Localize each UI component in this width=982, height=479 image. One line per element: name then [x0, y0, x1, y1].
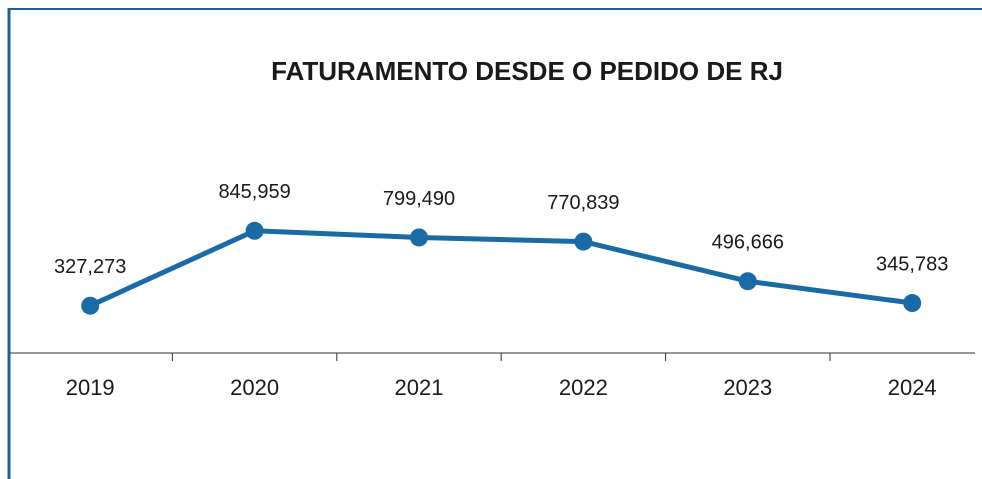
point: [410, 228, 428, 247]
value-label: 845,959: [218, 181, 290, 203]
x-tick-label: 2021: [395, 375, 444, 400]
x-tick-label: 2020: [230, 375, 279, 400]
value-label: 799,490: [383, 188, 455, 210]
point: [574, 232, 593, 251]
x-tick-label: 2022: [559, 375, 608, 400]
point: [245, 221, 264, 240]
value-label: 770,839: [547, 192, 619, 214]
x-tick-label: 2019: [66, 375, 115, 400]
x-tick-label: 2023: [723, 375, 772, 400]
chart-title: FATURAMENTO DESDE O PEDIDO DE RJ: [271, 56, 783, 86]
value-label: 345,783: [876, 253, 948, 275]
point: [738, 272, 757, 291]
point: [81, 296, 100, 315]
value-label: 327,273: [54, 256, 126, 278]
x-tick-label: 2024: [888, 375, 937, 400]
point: [903, 294, 922, 313]
line: [89, 228, 913, 308]
value-label: 496,666: [712, 232, 784, 254]
